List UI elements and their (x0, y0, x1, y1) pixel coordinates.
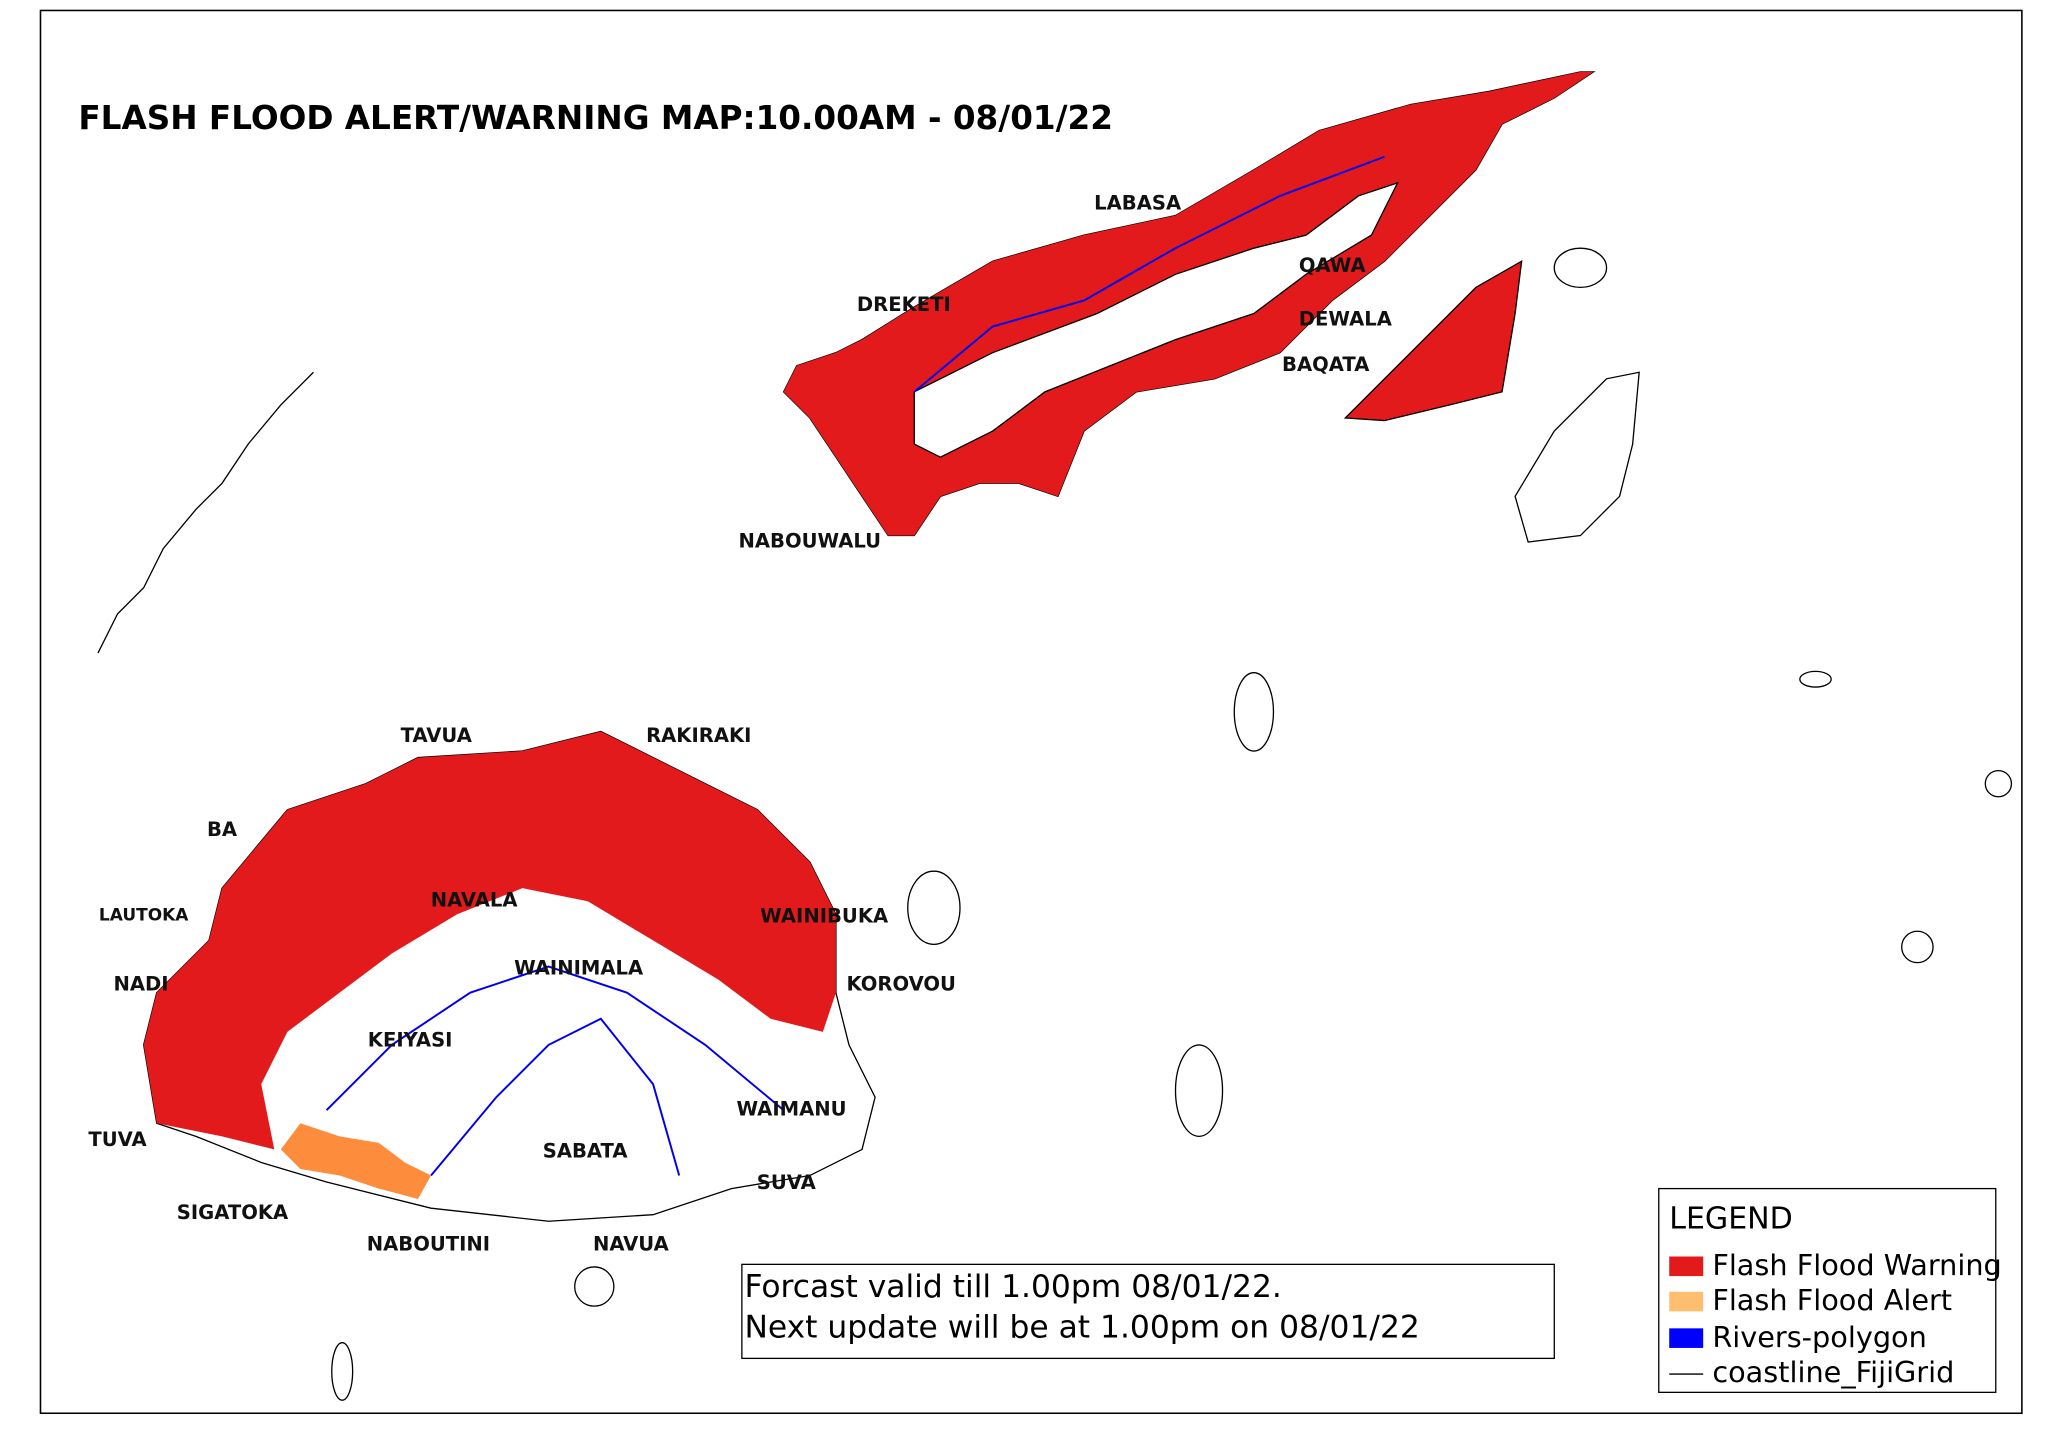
legend-label: Flash Flood Warning (1712, 1248, 2001, 1282)
forecast-line: Next update will be at 1.00pm on 08/01/2… (744, 1309, 1419, 1345)
place-label: NADI (114, 972, 169, 995)
yasawa-coast (97, 371, 314, 654)
place-label: LAUTOKA (99, 906, 189, 926)
place-label: WAINIMALA (514, 957, 644, 980)
place-label: NABOUTINI (367, 1232, 490, 1255)
legend: LEGEND Flash Flood Warning Flash Flood A… (1658, 1187, 2002, 1393)
island (1233, 672, 1275, 752)
place-label: KOROVOU (846, 972, 955, 995)
legend-swatch (1669, 1328, 1704, 1348)
river (430, 1017, 681, 1177)
island (574, 1266, 615, 1307)
forecast-line: Forcast valid till 1.00pm 08/01/22. (744, 1269, 1281, 1305)
legend-label: Rivers-polygon (1712, 1320, 1927, 1354)
island (1174, 1044, 1224, 1137)
place-label: DEWALA (1299, 308, 1393, 331)
place-label: RAKIRAKI (646, 724, 751, 747)
island (1799, 670, 1832, 688)
legend-swatch (1669, 1256, 1704, 1277)
place-label: DREKETI (857, 293, 951, 316)
taveuni (1343, 260, 1523, 422)
place-label: BA (207, 818, 238, 841)
warning-area (143, 731, 836, 1150)
place-label: NAVUA (593, 1232, 670, 1255)
place-label: QAWA (1299, 254, 1367, 277)
islands (97, 71, 2013, 1401)
legend-swatch (1669, 1291, 1704, 1312)
legend-label: Flash Flood Alert (1712, 1283, 1952, 1317)
place-label: WAIMANU (736, 1098, 846, 1121)
legend-label: coastline_FijiGrid (1712, 1355, 1954, 1389)
island (1984, 769, 2013, 798)
alert-area (280, 1123, 432, 1200)
place-label: SABATA (543, 1140, 629, 1163)
island (1553, 247, 1608, 289)
forecast-frame (741, 1263, 1555, 1360)
island (907, 870, 961, 945)
place-label: BAQATA (1282, 353, 1370, 376)
river (325, 965, 785, 1111)
island (1901, 930, 1934, 964)
forecast-box: Forcast valid till 1.00pm 08/01/22. Next… (741, 1263, 1555, 1360)
no-warning-area (913, 181, 1399, 458)
place-label: WAINIBUKA (760, 904, 889, 927)
place-label: KEIYASI (368, 1028, 453, 1051)
place-label: LABASA (1094, 191, 1182, 214)
place-label: SIGATOKA (177, 1201, 289, 1224)
place-labels: LABASA QAWA DREKETI DEWALA BAQATA NABOUW… (88, 191, 1392, 1255)
legend-title: LEGEND (1669, 1201, 1793, 1236)
island (331, 1342, 354, 1401)
river (913, 155, 1385, 393)
place-label: TUVA (88, 1128, 147, 1151)
place-label: NAVALA (431, 889, 519, 912)
map-title: FLASH FLOOD ALERT/WARNING MAP:10.00AM - … (78, 99, 1113, 137)
legend-frame (1658, 1187, 1997, 1393)
place-label: SUVA (757, 1171, 817, 1194)
place-label: NABOUWALU (739, 530, 882, 553)
island (1514, 371, 1640, 543)
place-label: TAVUA (401, 724, 473, 747)
